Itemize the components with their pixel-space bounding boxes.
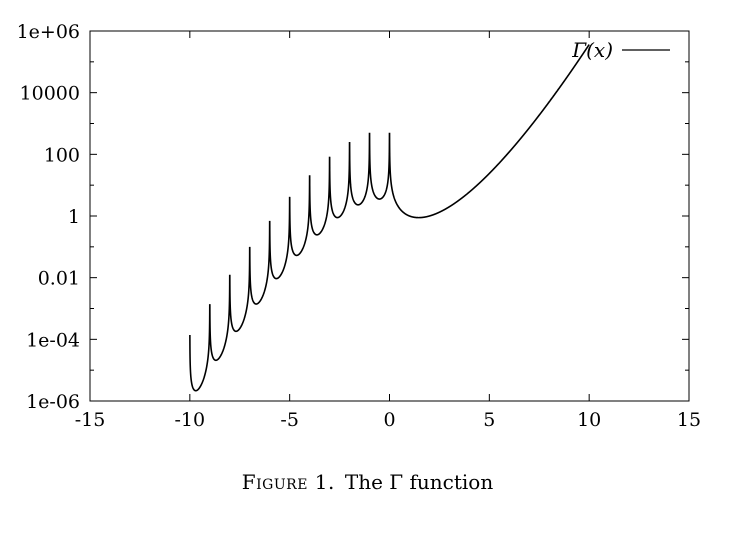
x-tick-label: 0 <box>383 409 395 431</box>
x-tick-label: -15 <box>75 409 106 431</box>
y-tick-label: 1e-04 <box>26 329 80 351</box>
y-tick-label: 10000 <box>20 83 80 105</box>
chart: -15 -10 -5 0 5 10 15 1e-06 1e-04 0.01 1 100 10000 1e+… <box>17 21 702 431</box>
x-tick-label: -5 <box>280 409 299 431</box>
x-tick-label: 15 <box>677 409 701 431</box>
legend: Γ(x) <box>571 38 670 62</box>
y-tick-label: 1e-06 <box>26 391 80 413</box>
caption-text: The Γ function <box>344 470 494 494</box>
figure-caption: Figure 1. The Γ function <box>0 470 735 494</box>
x-tick-label: 10 <box>577 409 601 431</box>
chart-svg: -15 -10 -5 0 5 10 15 1e-06 1e-04 0.01 1 100 10000 1e+… <box>17 21 702 431</box>
y-tick-label: 0.01 <box>38 268 80 290</box>
y-tick-label: 100 <box>44 144 80 166</box>
x-tick-label: 5 <box>483 409 495 431</box>
x-tick-label: -10 <box>175 409 206 431</box>
caption-label: Figure 1. <box>241 470 335 494</box>
legend-label: Γ(x) <box>571 38 613 62</box>
series-line-gamma <box>189 44 590 392</box>
y-tick-label: 1e+06 <box>17 21 80 43</box>
y-tick-label: 1 <box>68 206 80 228</box>
plot-frame <box>89 30 690 402</box>
